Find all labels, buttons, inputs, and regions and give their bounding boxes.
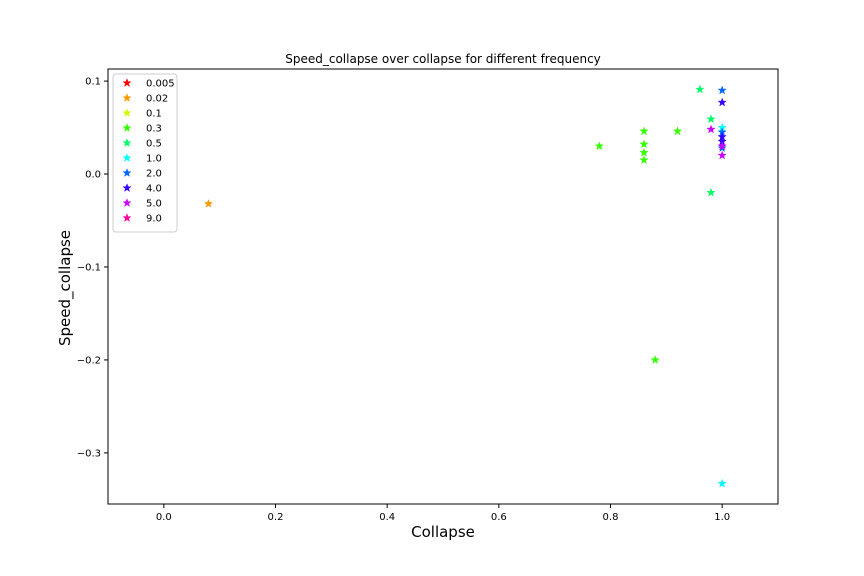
x-tick-label: 0.4	[379, 512, 395, 523]
x-tick-label: 0.2	[268, 512, 284, 523]
data-point-star	[639, 139, 649, 149]
x-axis-label: Collapse	[411, 523, 475, 541]
data-point-star	[717, 85, 727, 95]
legend-marker	[122, 93, 132, 103]
legend-label: 2.0	[146, 169, 162, 180]
y-tick-label: −0.2	[77, 355, 101, 366]
y-tick-label: 0.1	[85, 77, 101, 88]
legend-label: 1.0	[146, 154, 162, 165]
data-point-star	[203, 198, 214, 208]
data-point-star	[717, 97, 727, 107]
legend-label: 4.0	[146, 184, 162, 195]
chart-title: Speed_collapse over collapse for differe…	[285, 52, 601, 66]
legend-marker	[122, 108, 132, 118]
legend-marker	[122, 123, 132, 133]
legend-label: 0.1	[146, 109, 162, 120]
data-point-star	[672, 126, 683, 136]
x-tick-label: 0.0	[156, 512, 172, 523]
plot-frame	[107, 68, 779, 505]
legend-label: 9.0	[146, 214, 162, 225]
x-tick-label: 1.0	[714, 512, 730, 523]
legend-label: 0.3	[146, 124, 162, 135]
legend-label: 5.0	[146, 199, 162, 210]
x-tick-label: 0.6	[491, 512, 507, 523]
legend-label: 0.005	[146, 79, 175, 90]
data-point-star	[639, 155, 649, 165]
legend-marker	[122, 183, 132, 193]
data-point-star	[706, 124, 716, 134]
legend-marker	[122, 138, 132, 148]
legend-marker	[122, 153, 132, 163]
y-tick-label: −0.3	[77, 448, 101, 459]
plot-area	[108, 69, 778, 504]
legend-marker	[122, 198, 132, 208]
data-point-star	[717, 141, 727, 151]
y-tick-label: 0.0	[85, 170, 101, 181]
data-point-star	[717, 478, 727, 488]
y-tick-label: −0.1	[77, 262, 101, 273]
data-point-star	[639, 126, 649, 136]
legend-marker	[122, 168, 132, 178]
y-axis-label: Speed_collapse	[56, 230, 75, 346]
legend-marker	[122, 78, 132, 88]
data-point-star	[594, 141, 605, 151]
data-point-star	[695, 84, 705, 94]
legend-marker	[122, 213, 132, 223]
data-point-star	[706, 187, 716, 197]
data-points	[203, 84, 727, 488]
legend: 0.005 0.02 0.1 0.3 0.5 1.0 2.0 4.0 5.0 9.0	[112, 73, 178, 233]
data-point-star	[706, 114, 716, 124]
data-point-star	[717, 150, 727, 160]
data-point-star	[650, 354, 660, 364]
x-tick-label: 0.8	[603, 512, 619, 523]
data-point-star	[639, 147, 649, 157]
legend-label: 0.5	[146, 139, 162, 150]
axis-ticks: 0.0 0.2 0.4 0.6 0.8 1.0 0.1 0.0 −0.1 −0.2 −0.3	[77, 77, 730, 523]
legend-label: 0.02	[146, 94, 168, 105]
